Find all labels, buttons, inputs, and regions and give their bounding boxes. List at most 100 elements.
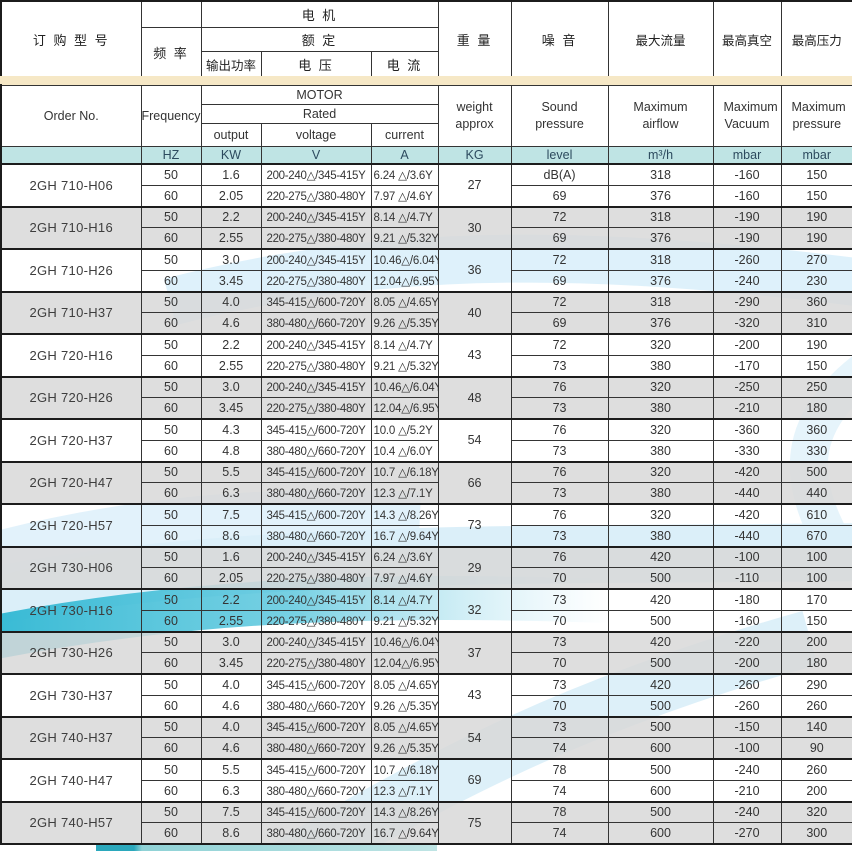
cell-voltage: 380-480△/660-720Y <box>260 524 372 548</box>
cell-sound-level: 73 <box>510 482 609 505</box>
header-motor-en: MOTOR <box>200 84 439 105</box>
cell-order-no: 2GH 720-H16 <box>0 333 142 377</box>
cell-sound-level: 76 <box>510 545 609 569</box>
cell-max-vacuum: -200 <box>712 332 782 356</box>
cell-max-vacuum: -250 <box>712 375 782 399</box>
cell-current: 12.04△/6.95Y <box>370 652 439 675</box>
cell-max-pressure: 180 <box>780 652 852 675</box>
cell-max-vacuum: -240 <box>712 757 782 781</box>
cell-max-vacuum: -260 <box>712 672 782 696</box>
cell-frequency: 50 <box>140 417 202 441</box>
cell-order-no: 2GH 730-H26 <box>0 630 142 675</box>
cell-max-airflow: 320 <box>607 417 714 441</box>
cell-order-no: 2GH 710-H06 <box>0 163 142 207</box>
cell-max-pressure: 610 <box>780 502 852 526</box>
cell-frequency: 60 <box>140 439 202 463</box>
cell-voltage: 345-415△/600-720Y <box>260 800 372 824</box>
cell-weight: 73 <box>437 503 512 547</box>
cell-max-pressure: 250 <box>780 375 852 399</box>
header-row-en-3: output voltage current <box>1 122 852 147</box>
cell-frequency: 60 <box>140 354 202 378</box>
cell-output-power: 2.2 <box>200 332 262 356</box>
cell-output-power: 3.0 <box>200 247 262 271</box>
cell-voltage: 220-275△/380-480Y <box>260 652 372 675</box>
cell-max-vacuum: -420 <box>712 460 782 484</box>
cell-sound-level: 78 <box>510 757 609 781</box>
spec-row: 60 3.45 220-275△/380-480Y 12.04△/6.95Y 69 376… <box>1 269 852 293</box>
spec-row: 2GH 740-H57 50 7.5 345-415△/600-720Y 14.3 △/… <box>0 800 852 845</box>
cell-max-pressure: 200 <box>780 779 852 803</box>
cell-frequency: 60 <box>140 652 202 675</box>
cell-current: 10.0 △/5.2Y <box>370 417 439 441</box>
spec-row: 2GH 730-H06 50 1.6 200-240△/345-415Y 6.24 △/… <box>0 545 852 590</box>
cell-max-vacuum: -220 <box>712 630 782 654</box>
cell-max-pressure: 260 <box>780 757 852 781</box>
cell-frequency: 60 <box>140 737 202 760</box>
cell-output-power: 3.45 <box>200 652 262 675</box>
cell-max-airflow: 376 <box>607 312 714 335</box>
spec-row: 2GH 710-H06 50 1.6 200-240△/345-415Y 6.24 △/… <box>0 162 852 207</box>
cell-max-airflow: 500 <box>607 800 714 824</box>
cell-max-vacuum: -100 <box>712 737 782 760</box>
cell-frequency: 50 <box>140 800 202 824</box>
cell-max-pressure: 150 <box>780 609 852 633</box>
cell-frequency: 60 <box>140 524 202 548</box>
cell-max-pressure: 360 <box>780 417 852 441</box>
cell-frequency: 50 <box>140 757 202 781</box>
cell-max-pressure: 100 <box>780 545 852 569</box>
unit-v: V <box>260 145 372 165</box>
header-weight-cn: 重 量 <box>437 0 512 78</box>
cell-voltage: 220-275△/380-480Y <box>260 269 372 293</box>
cell-current: 8.14 △/4.7Y <box>370 205 439 229</box>
cell-voltage: 380-480△/660-720Y <box>260 482 372 505</box>
cell-output-power: 4.6 <box>200 737 262 760</box>
cell-max-vacuum: -320 <box>712 312 782 335</box>
header-row-en-1: Order No. Frequency MOTOR weight approx … <box>0 84 852 147</box>
cell-voltage: 345-415△/600-720Y <box>260 757 372 781</box>
cell-voltage: 380-480△/660-720Y <box>260 779 372 803</box>
cell-order-no: 2GH 710-H26 <box>0 248 142 292</box>
cell-sound-level: dB(A) <box>510 162 609 186</box>
cell-sound-level: 74 <box>510 822 609 845</box>
cell-max-airflow: 376 <box>607 227 714 250</box>
cell-voltage: 220-275△/380-480Y <box>260 184 372 208</box>
cell-frequency: 50 <box>140 247 202 271</box>
cell-max-pressure: 320 <box>780 800 852 824</box>
cell-max-pressure: 290 <box>780 672 852 696</box>
cell-frequency: 50 <box>140 587 202 611</box>
cell-output-power: 2.05 <box>200 567 262 590</box>
cell-current: 14.3 △/8.26Y <box>370 502 439 526</box>
cell-max-airflow: 500 <box>607 715 714 739</box>
cell-current: 8.14 △/4.7Y <box>370 587 439 611</box>
cell-sound-level: 72 <box>510 290 609 314</box>
cell-sound-level: 69 <box>510 227 609 250</box>
cell-voltage: 345-415△/600-720Y <box>260 502 372 526</box>
cell-current: 7.97 △/4.6Y <box>370 567 439 590</box>
cell-current: 8.14 △/4.7Y <box>370 332 439 356</box>
spec-row: 2GH 720-H37 50 4.3 345-415△/600-720Y 10.0 △/… <box>0 417 852 462</box>
cell-order-no: 2GH 730-H16 <box>0 588 142 632</box>
spec-row: 60 8.6 380-480△/660-720Y 16.7 △/9.64Y 73 380-… <box>1 524 852 548</box>
cell-max-airflow: 380 <box>607 354 714 378</box>
cell-weight: 36 <box>437 248 512 292</box>
cell-voltage: 380-480△/660-720Y <box>260 312 372 335</box>
cell-frequency: 50 <box>140 545 202 569</box>
cell-output-power: 4.0 <box>200 290 262 314</box>
cell-frequency: 60 <box>140 694 202 718</box>
unit-m3h: m³/h <box>607 145 714 165</box>
cell-current: 8.05 △/4.65Y <box>370 672 439 696</box>
spec-row: 60 2.55 220-275△/380-480Y 9.21 △/5.32Y 69 376… <box>1 227 852 250</box>
header-noise-cn: 噪 音 <box>510 0 609 78</box>
cell-current: 12.3 △/7.1Y <box>370 482 439 505</box>
cell-current: 9.26 △/5.35Y <box>370 312 439 335</box>
cell-weight: 40 <box>437 290 512 335</box>
header-current-cn: 电 流 <box>370 50 439 78</box>
cell-current: 9.26 △/5.35Y <box>370 737 439 760</box>
spec-row: 2GH 720-H26 50 3.0 200-240△/345-415Y 10.46△/… <box>0 375 852 420</box>
cell-max-airflow: 600 <box>607 779 714 803</box>
cell-current: 16.7 △/9.64Y <box>370 822 439 845</box>
spec-row: 60 3.45 220-275△/380-480Y 12.04△/6.95Y 70 500… <box>1 652 852 675</box>
header-rated-en: Rated <box>200 103 439 124</box>
spec-row: 2GH 740-H37 50 4.0 345-415△/600-720Y 8.05 △/… <box>0 715 852 760</box>
cell-weight: 30 <box>437 205 512 250</box>
